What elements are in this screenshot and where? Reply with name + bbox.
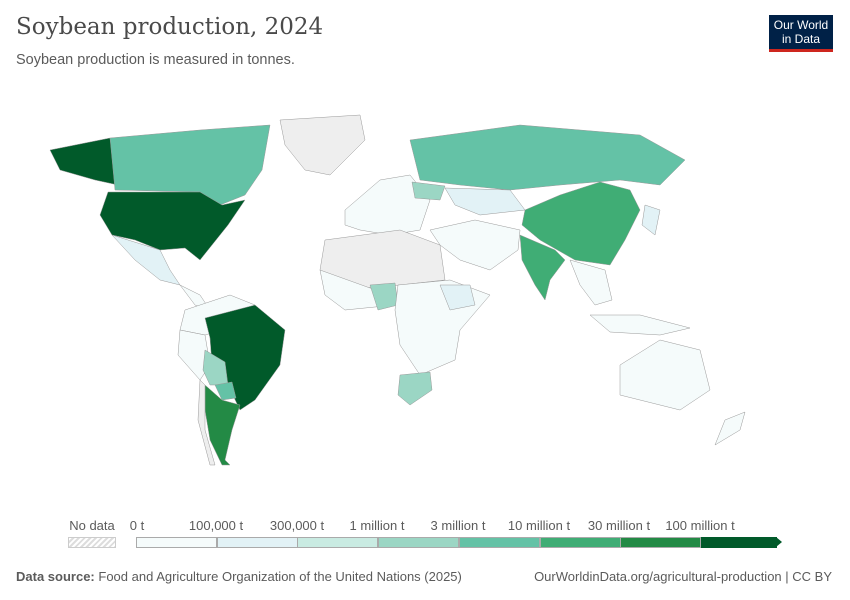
country-south-africa[interactable] [397,371,433,406]
country-alaska[interactable] [49,137,119,186]
owid-logo[interactable]: Our World in Data [769,15,833,52]
legend-swatch [700,537,777,548]
country-middle-east[interactable] [429,219,521,271]
country-chile[interactable] [197,379,216,466]
legend-swatch [458,537,540,548]
legend-swatch [620,537,702,548]
legend-label: 3 million t [430,518,486,533]
page-title: Soybean production, 2024 [16,14,324,40]
country-central-east-africa[interactable] [394,279,491,376]
source-label: Data source: [16,569,95,584]
country-argentina[interactable] [204,384,241,466]
legend-label: 100 million t [665,518,735,533]
legend-label: 10 million t [507,518,571,533]
legend-label: 0 t [129,518,145,533]
country-indonesia[interactable] [589,314,691,336]
world-map[interactable] [0,100,850,510]
country-brazil[interactable] [204,304,286,411]
country-ukraine[interactable] [411,181,446,201]
country-japan-korea[interactable] [641,204,661,236]
country-kazakhstan[interactable] [444,187,526,216]
source-url[interactable]: OurWorldinData.org/agricultural-producti… [534,569,832,584]
country-china[interactable] [521,181,641,266]
legend-arrow [776,537,782,547]
legend-label: 300,000 t [269,518,325,533]
legend-no-data-swatch [68,537,116,548]
legend-swatch [297,537,379,548]
legend-no-data-label: No data [69,518,115,533]
legend-label: 1 million t [349,518,405,533]
country-paraguay[interactable] [214,381,237,401]
legend-swatch [216,537,298,548]
source-text: Food and Agriculture Organization of the… [98,569,462,584]
country-europe[interactable] [344,174,431,236]
data-source: Data source: Food and Agriculture Organi… [16,569,462,584]
legend-swatch [378,537,460,548]
country-new-zealand[interactable] [714,411,746,446]
country-australia[interactable] [619,339,711,411]
page-subtitle: Soybean production is measured in tonnes… [16,52,295,68]
country-ethiopia[interactable] [439,284,476,311]
country-southeast-asia[interactable] [569,259,613,306]
country-greenland[interactable] [279,114,366,176]
legend-label: 30 million t [587,518,651,533]
legend-label: 100,000 t [188,518,244,533]
country-india[interactable] [519,234,566,301]
legend-swatch [136,537,217,548]
country-canada[interactable] [109,124,271,206]
country-russia[interactable] [409,124,686,191]
color-legend: No data 0 t 100,000 t 300,000 t 1 millio… [0,515,850,555]
legend-swatch [539,537,621,548]
